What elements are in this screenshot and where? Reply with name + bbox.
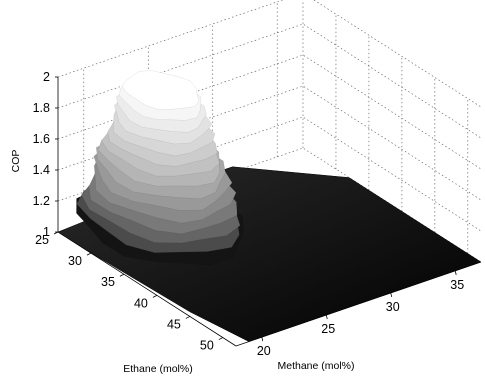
- y-tick-label: 45: [167, 317, 181, 331]
- x-tick: [390, 292, 393, 298]
- x-tick-label: 30: [386, 300, 400, 314]
- z-axis-label: COP: [10, 150, 22, 173]
- y-tick-label: 35: [101, 275, 115, 289]
- y-tick: [218, 337, 223, 340]
- peak-band: [121, 70, 200, 110]
- x-tick: [325, 314, 328, 320]
- x-tick: [261, 337, 264, 342]
- surface-mesh: [57, 70, 482, 342]
- z-tick-label: 1.6: [33, 132, 50, 146]
- y-tick-label: 30: [68, 254, 82, 268]
- y-tick-label: 25: [35, 233, 49, 247]
- y-tick: [53, 231, 59, 235]
- y-tick: [86, 252, 92, 256]
- z-tick-label: 1.8: [33, 101, 50, 115]
- x-axis-label: Methane (mol%): [277, 360, 354, 372]
- z-tick-label: 1.4: [33, 163, 50, 177]
- x-tick: [454, 270, 457, 275]
- y-tick: [152, 294, 158, 298]
- y-axis-label: Ethane (mol%): [123, 363, 192, 375]
- x-tick-label: 35: [450, 278, 464, 292]
- z-tick-label: 1.2: [33, 194, 50, 208]
- z-tick-label: 1: [43, 225, 50, 239]
- y-tick: [185, 316, 191, 319]
- z-tick-label: 2: [43, 70, 50, 84]
- x-tick-label: 20: [257, 344, 271, 358]
- y-tick-label: 40: [134, 296, 148, 310]
- y-tick: [119, 273, 125, 277]
- y-tick-label: 50: [200, 339, 214, 353]
- axis-ticks: 1 1.2 1.4 1.6 1.8 2 25 30 35 40 45 50 20 25 30 35: [33, 70, 465, 358]
- x-tick-label: 25: [321, 322, 335, 336]
